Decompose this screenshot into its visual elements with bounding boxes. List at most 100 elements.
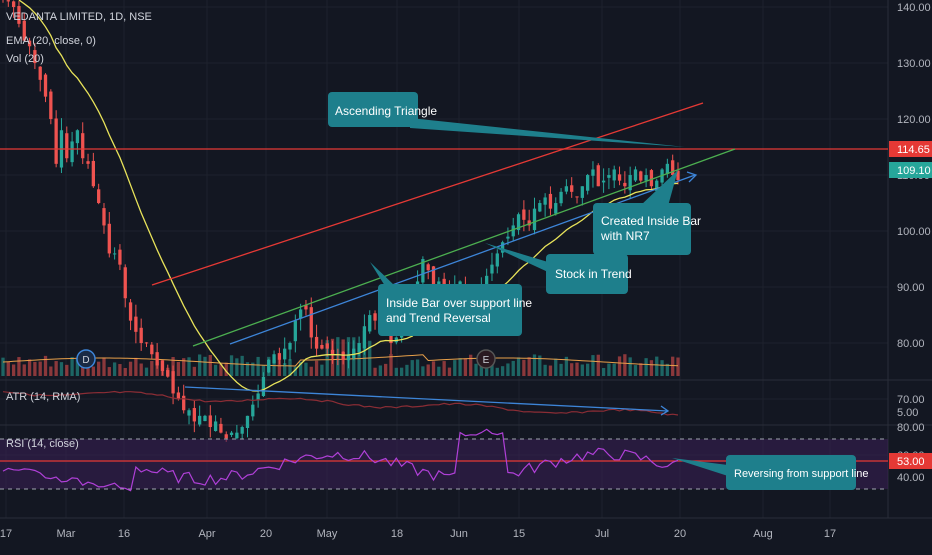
volume-bar — [240, 355, 244, 376]
candle-body — [665, 163, 670, 174]
volume-bar — [134, 357, 138, 376]
volume-bar — [187, 357, 191, 376]
candle-body — [671, 160, 675, 176]
candle-body — [538, 203, 542, 212]
volume-bar — [649, 360, 654, 376]
volume-bar — [33, 361, 37, 376]
atr-trendline[interactable] — [184, 386, 669, 412]
volume-bar — [601, 367, 606, 376]
ema-legend[interactable]: EMA (20, close, 0) — [6, 35, 96, 47]
volume-bar — [617, 356, 622, 376]
candle-body — [229, 432, 234, 435]
candle-body — [123, 267, 127, 299]
rsi-line — [2, 428, 679, 492]
candle-body — [134, 316, 138, 332]
volume-bar — [591, 355, 595, 376]
support-trendline[interactable] — [192, 148, 736, 347]
volume-bar — [410, 360, 414, 376]
time-tick-label: 18 — [391, 528, 403, 540]
volume-bar — [325, 340, 329, 376]
candle-body — [107, 223, 111, 254]
candle-body — [166, 370, 170, 377]
volume-bar — [463, 358, 468, 376]
volume-bar — [399, 367, 404, 376]
candle-body — [298, 309, 303, 319]
volume-bar — [442, 361, 446, 376]
rsi-tag: 53.00 — [889, 453, 932, 469]
volume-bar — [415, 359, 420, 376]
time-tick-label: Jun — [450, 528, 468, 540]
resistance-trendline[interactable] — [151, 102, 704, 286]
candle-body — [511, 225, 515, 237]
candle-body — [564, 186, 569, 192]
candle-body — [235, 432, 239, 439]
volume-bar — [320, 364, 324, 376]
callout-inside-bar[interactable]: Inside Bar over support line and Trend R… — [370, 262, 532, 336]
candle-body — [623, 182, 627, 187]
candle-body — [17, 6, 21, 24]
volume-bar — [288, 359, 292, 376]
volume-bar — [107, 367, 111, 376]
volume-bar — [309, 366, 313, 376]
callout-stock-in-trend[interactable]: Stock in Trend — [485, 243, 632, 294]
volume-bar — [469, 354, 473, 376]
callout-ascending-triangle[interactable]: Ascending Triangle — [328, 92, 685, 147]
candles — [2, 0, 680, 442]
volume-bar — [176, 361, 181, 376]
volume-bar — [54, 361, 58, 376]
time-axis[interactable]: 17 Mar 16 Apr 20 May 18 Jun 15 Jul 20 Aug 17 — [0, 528, 836, 540]
candle-body — [527, 220, 531, 226]
candle-body — [261, 376, 266, 397]
time-tick-label: Apr — [198, 528, 215, 540]
candle-body — [97, 189, 101, 204]
callout-created-inside-bar[interactable]: Created Inside Bar with NR7 — [593, 170, 701, 255]
volume-bar — [283, 363, 287, 376]
price-tag-level: 114.65 — [889, 141, 932, 157]
volume-legend[interactable]: Vol (20) — [6, 53, 44, 65]
candle-body — [65, 133, 69, 159]
volume-bar — [123, 367, 127, 376]
volume-bar — [112, 362, 117, 376]
volume-bar — [118, 364, 122, 376]
rsi-axis-tick-upper: 80.00 — [897, 422, 925, 434]
volume-bar — [75, 358, 80, 376]
earnings-marker[interactable]: E — [476, 349, 496, 369]
volume-bar — [22, 364, 26, 376]
volume-bar — [431, 361, 436, 376]
candle-body — [139, 327, 143, 344]
callout-text-line2: and Trend Reversal — [386, 311, 491, 325]
rsi-legend[interactable]: RSI (14, close) — [6, 438, 79, 450]
candle-body — [362, 326, 367, 349]
time-tick-label: 17 — [824, 528, 836, 540]
volume-bar — [548, 365, 553, 376]
candle-body — [38, 66, 42, 80]
volume-bar — [27, 359, 32, 376]
earnings-marker-label: E — [483, 355, 490, 366]
atr-legend[interactable]: ATR (14, RMA) — [6, 391, 80, 403]
volume-bar — [575, 362, 579, 376]
candle-body — [144, 342, 149, 344]
candle-body — [277, 353, 282, 360]
callout-reversing[interactable]: Reversing from support line — [672, 455, 869, 490]
volume-bar — [405, 364, 409, 376]
candle-body — [102, 208, 106, 226]
candle-body — [554, 203, 558, 214]
volume-bar — [570, 363, 574, 376]
candle-body — [426, 264, 430, 271]
dividend-marker[interactable]: D — [76, 349, 96, 369]
candle-body — [43, 74, 48, 97]
candle-body — [341, 351, 345, 360]
volume-bar — [192, 366, 196, 376]
symbol-title[interactable]: VEDANTA LIMITED, 1D, NSE — [6, 11, 152, 23]
price-axis[interactable]: 150.00140.00130.00120.00110.00100.0090.0… — [897, 0, 931, 462]
candle-body — [213, 421, 218, 432]
price-tag-level-text: 114.65 — [897, 144, 930, 156]
candle-body — [559, 191, 563, 204]
candle-body — [421, 259, 425, 283]
volume-bar — [639, 363, 643, 376]
volume-bar — [437, 366, 441, 376]
volume-bar — [70, 357, 74, 376]
candle-body — [607, 175, 611, 178]
